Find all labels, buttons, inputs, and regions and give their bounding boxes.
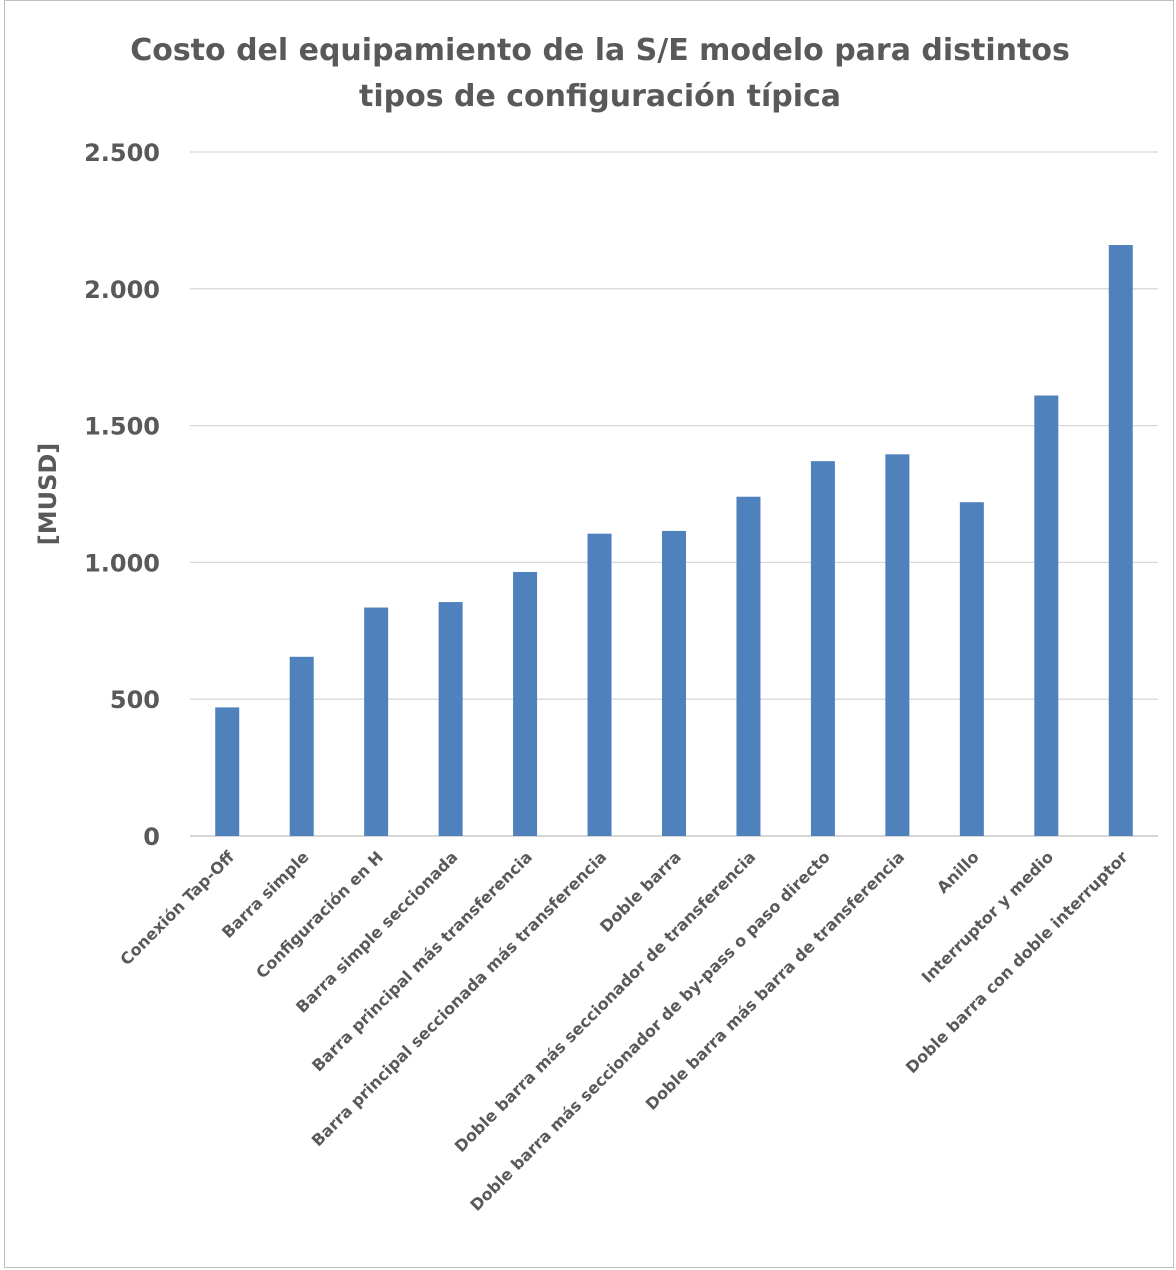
y-tick-label: 2.500 <box>84 139 160 167</box>
x-tick-label: Configuración en H <box>252 847 387 982</box>
x-tick-label: Anillo <box>933 847 983 897</box>
y-tick-label: 500 <box>110 686 160 714</box>
bar <box>1108 245 1133 837</box>
x-tick-label: Conexión Tap-Off <box>116 847 238 969</box>
y-tick-label: 0 <box>143 823 160 851</box>
bar <box>662 530 686 836</box>
chart-title-line-2: tipos de configuración típica <box>359 79 841 114</box>
chart-title-line-1: Costo del equipamiento de la S/E modelo … <box>130 33 1070 68</box>
bar <box>215 707 240 836</box>
gridlines <box>190 151 1158 837</box>
bar <box>438 602 463 836</box>
bar <box>1034 395 1059 836</box>
bar <box>364 607 389 836</box>
y-tick-label: 1.500 <box>84 413 160 441</box>
x-tick-label: Doble barra más barra de transferencia <box>642 847 908 1113</box>
y-tick-label: 2.000 <box>84 276 160 304</box>
y-axis-label: [MUSD] <box>34 443 62 546</box>
x-tick-label: Doble barra más seccionador de by-pass o… <box>466 847 833 1214</box>
bar <box>513 571 538 836</box>
bar <box>959 502 984 836</box>
bar <box>587 533 612 836</box>
bar <box>289 656 314 836</box>
bar <box>885 454 910 836</box>
bar <box>810 461 835 836</box>
x-tick-label: Barra simple seccionada <box>292 847 461 1016</box>
y-tick-labels: 0 500 1.000 1.500 2.000 2.500 <box>84 139 160 851</box>
bars <box>215 245 1133 837</box>
y-tick-label: 1.000 <box>84 549 160 577</box>
x-tick-label: Interruptor y medio <box>918 847 1057 986</box>
bar <box>736 496 761 836</box>
